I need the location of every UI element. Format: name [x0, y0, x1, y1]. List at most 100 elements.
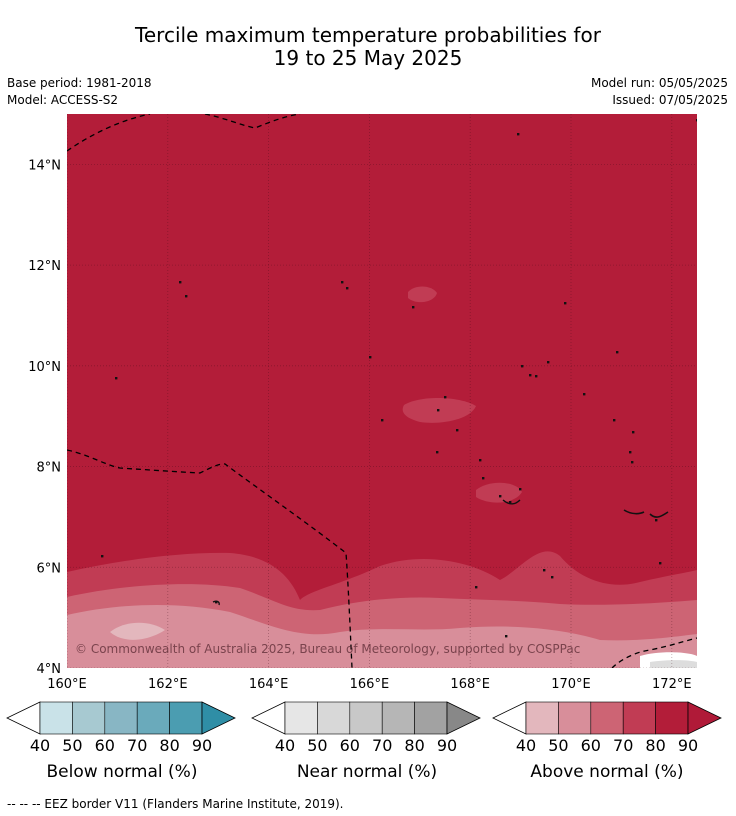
colorbar-above-tick-4: 80 — [645, 736, 665, 755]
island-30 — [655, 519, 658, 522]
island-33 — [215, 601, 218, 604]
base-period: Base period: 1981-2018 — [7, 76, 152, 90]
eez-border-2 — [67, 449, 353, 668]
colorbar-near-segment-4 — [414, 701, 448, 735]
field-near — [650, 660, 697, 668]
colorbar-above-segment-1 — [558, 701, 592, 735]
island-20 — [381, 419, 384, 422]
colorbar-below-segment-4 — [169, 701, 203, 735]
colorbar-near-over — [446, 701, 481, 735]
chart-title-line2: 19 to 25 May 2025 — [273, 46, 463, 70]
colorbar-above-over — [687, 701, 722, 735]
colorbar-below-tick-2: 60 — [95, 736, 115, 755]
island-23 — [499, 495, 502, 498]
eez-border-1 — [204, 114, 301, 129]
island-16 — [437, 409, 440, 412]
issued-date: Issued: 07/05/2025 — [612, 93, 728, 107]
x-tick-label-5: 170°E — [551, 677, 591, 692]
island-14 — [616, 351, 619, 354]
colorbar-below-over — [201, 701, 236, 735]
colorbar-above-under — [492, 701, 527, 735]
island-atoll-b — [502, 499, 521, 505]
colorbar-near-tick-3: 70 — [372, 736, 392, 755]
colorbar-below-label: Below normal (%) — [46, 762, 198, 782]
eez-border-0 — [67, 114, 151, 152]
colorbar-near-tick-5: 90 — [437, 736, 457, 755]
island-34 — [475, 586, 478, 589]
colorbar-below-tick-1: 50 — [62, 736, 82, 755]
x-tick-label-0: 160°E — [47, 677, 87, 692]
island-13 — [564, 302, 567, 305]
island-12 — [547, 361, 550, 364]
colorbar-below-tick-0: 40 — [30, 736, 50, 755]
island-0 — [517, 133, 520, 136]
y-tick-label-2: 8°N — [37, 461, 62, 476]
island-17 — [444, 396, 447, 399]
y-tick-label-3: 10°N — [28, 360, 61, 375]
island-1 — [696, 119, 697, 122]
colorbar-above-tick-3: 70 — [613, 736, 633, 755]
colorbar-below-tick-5: 90 — [192, 736, 212, 755]
model-name: Model: ACCESS-S2 — [7, 93, 119, 107]
colorbar-near-label: Near normal (%) — [296, 762, 438, 782]
colorbar-below-segment-1 — [72, 701, 106, 735]
colorbar-below-segment-0 — [39, 701, 73, 735]
island-24 — [509, 501, 512, 504]
island-27 — [632, 431, 635, 434]
x-tick-label-1: 162°E — [148, 677, 188, 692]
plot-area: © Commonwealth of Australia 2025, Bureau… — [67, 114, 697, 668]
colorbar-near-tick-0: 40 — [275, 736, 295, 755]
colorbar-below: 40 50 60 70 80 90 — [6, 701, 236, 755]
island-26 — [613, 419, 616, 422]
island-15 — [583, 393, 586, 396]
colorbar-near-segment-2 — [349, 701, 383, 735]
island-4 — [341, 281, 344, 284]
island-25 — [519, 488, 522, 491]
x-tick-label-2: 164°E — [249, 677, 289, 692]
island-atoll-a — [623, 509, 669, 518]
island-21 — [479, 459, 482, 462]
colorbar-below-segment-2 — [104, 701, 138, 735]
island-5 — [346, 287, 349, 290]
colorbar-above-label: Above normal (%) — [530, 762, 684, 782]
colorbar-near-under — [251, 701, 286, 735]
y-tick-label-0: 4°N — [37, 662, 62, 677]
field-40-50 — [110, 622, 165, 640]
colorbar-near: 40 50 60 70 80 90 — [251, 701, 481, 755]
colorbar-near-segment-1 — [317, 701, 351, 735]
colorbar-below-under — [6, 701, 41, 735]
colorbar-above: 40 50 60 70 80 90 — [492, 701, 722, 755]
island-29 — [631, 461, 634, 464]
colorbar-above-segment-2 — [590, 701, 624, 735]
eez-footnote: -- -- -- EEZ border V11 (Flanders Marine… — [7, 797, 344, 811]
colorbar-above-tick-1: 50 — [548, 736, 568, 755]
island-6 — [369, 356, 372, 359]
colorbar-above-tick-2: 60 — [581, 736, 601, 755]
colorbar-below-tick-3: 70 — [127, 736, 147, 755]
y-tick-label-1: 6°N — [37, 561, 62, 576]
eez-border-3 — [611, 637, 697, 668]
island-2 — [179, 281, 182, 284]
x-tick-label-4: 168°E — [450, 677, 490, 692]
colorbar-above-segment-3 — [622, 701, 656, 735]
colorbar-below-tick-4: 80 — [159, 736, 179, 755]
model-run: Model run: 05/05/2025 — [590, 76, 728, 90]
island-9 — [521, 365, 524, 368]
island-36 — [551, 576, 554, 579]
colorbar-above-segment-0 — [525, 701, 559, 735]
colorbar-near-tick-1: 50 — [307, 736, 327, 755]
patch-a — [408, 286, 437, 303]
colorbar-above-tick-0: 40 — [516, 736, 536, 755]
colorbar-below-segment-3 — [136, 701, 170, 735]
colorbar-near-tick-4: 80 — [404, 736, 424, 755]
island-31 — [659, 562, 662, 565]
island-32 — [101, 555, 104, 558]
colorbar-near-tick-2: 60 — [340, 736, 360, 755]
x-tick-label-3: 166°E — [350, 677, 390, 692]
y-tick-label-4: 12°N — [28, 259, 61, 274]
island-18 — [436, 451, 439, 454]
island-19 — [456, 429, 459, 432]
colorbar-near-segment-0 — [284, 701, 318, 735]
colorbar-near-segment-3 — [381, 701, 415, 735]
